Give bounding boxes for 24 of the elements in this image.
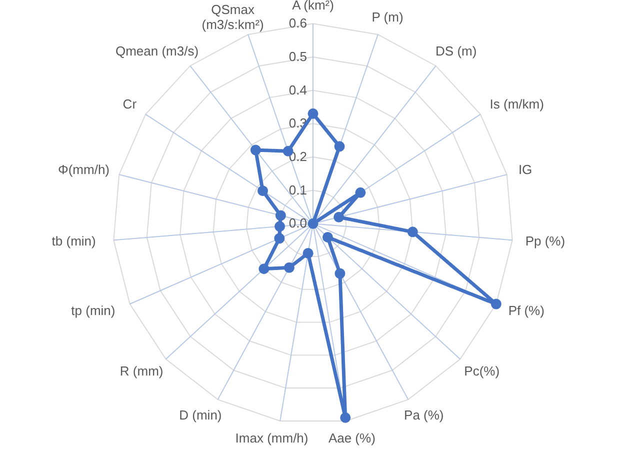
spoke-label: Qmean (m3/s) — [115, 44, 199, 59]
spoke-label: Φ(mm/h) — [58, 162, 110, 178]
spoke-label: Pc(%) — [464, 363, 500, 378]
y-tick-label: 0.1 — [288, 182, 307, 198]
spoke-label: P (m) — [372, 9, 404, 24]
spoke-label: R (mm) — [120, 363, 164, 378]
spoke-label: D (min) — [179, 407, 222, 422]
spoke-label: Cr — [122, 96, 138, 112]
spoke-label: Aae (%) — [328, 430, 376, 446]
spoke-label: IG — [518, 162, 532, 178]
y-tick-label: 0.4 — [288, 82, 307, 98]
spoke-label: Pa (%) — [404, 407, 444, 422]
spoke-label: Pf (%) — [508, 303, 544, 318]
spoke-label: tp (min) — [71, 303, 116, 318]
y-tick-label: 0.5 — [288, 49, 307, 64]
spoke-label: Imax (mm/h) — [235, 430, 308, 446]
spoke-label: Is (m/km) — [490, 96, 544, 112]
y-tick-label: 0.6 — [288, 16, 307, 31]
spoke-label: tb (min) — [52, 234, 96, 249]
spoke-label: QSmax (m3/s:km²) — [202, 2, 264, 32]
spoke-label: Pp (%) — [525, 234, 566, 249]
spoke-label: DS (m) — [436, 44, 477, 59]
spoke-label: A (km²) — [292, 0, 334, 13]
y-tick-label: 0.0 — [288, 216, 307, 231]
